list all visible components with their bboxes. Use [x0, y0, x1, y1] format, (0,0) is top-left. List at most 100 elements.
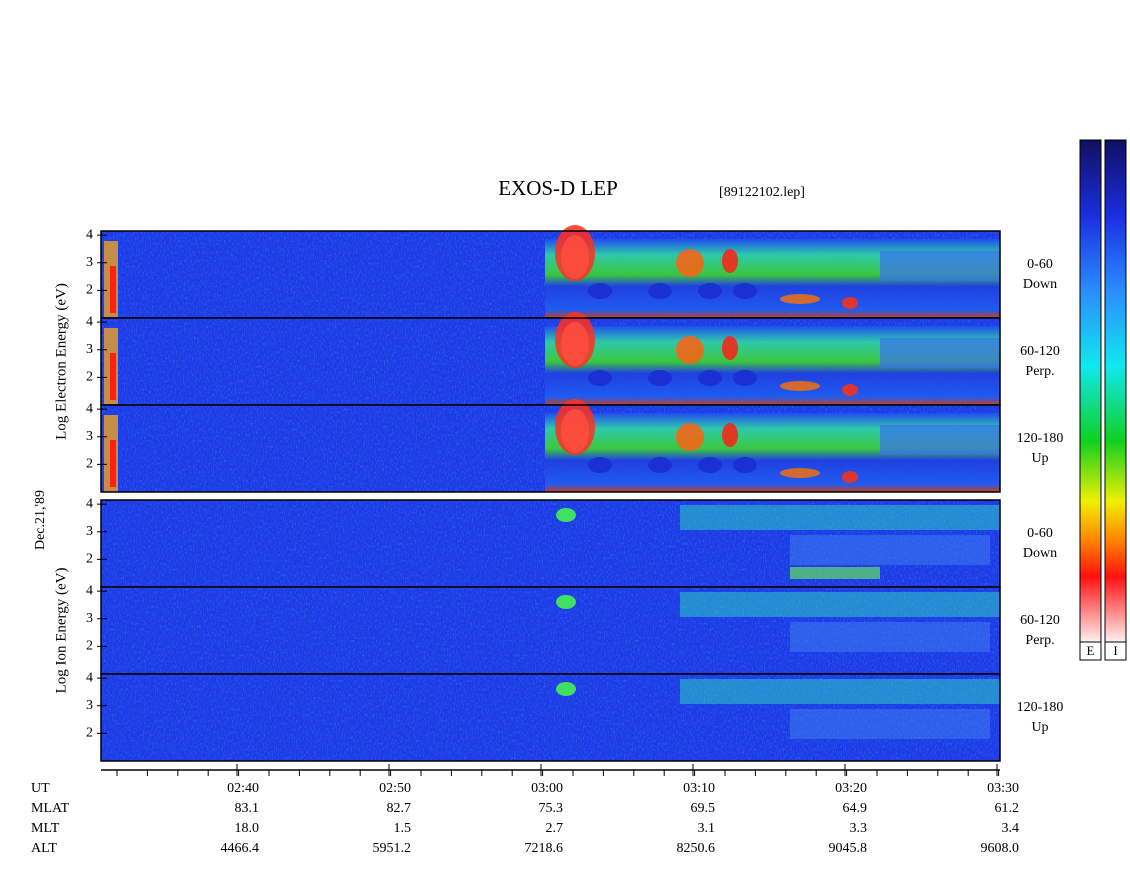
colorbar-label-box	[1079, 641, 1102, 661]
spectrogram-feature	[648, 283, 672, 299]
row-value: 02:50	[379, 781, 411, 796]
channel-label: 0-60	[1027, 526, 1053, 541]
spectrogram-feature	[880, 251, 1000, 281]
row-value: 8250.6	[677, 841, 716, 856]
spectrogram-feature	[555, 312, 595, 368]
y-tick-label: 4	[86, 401, 93, 416]
spectrogram-feature	[842, 471, 858, 483]
spectrogram-feature	[680, 679, 1000, 704]
spectrogram-feature	[555, 225, 595, 281]
spectrogram-feature	[722, 336, 738, 360]
spectrogram-feature	[790, 709, 990, 739]
spectrogram-feature	[780, 294, 820, 304]
row-value: 83.1	[235, 801, 260, 816]
y-tick-label: 3	[86, 611, 93, 626]
row-value: 69.5	[691, 801, 716, 816]
row-value: 7218.6	[525, 841, 564, 856]
spectrogram-feature	[110, 440, 116, 487]
y-tick-label: 2	[86, 457, 93, 472]
row-value: 18.0	[235, 821, 260, 836]
panel-frame	[100, 404, 1001, 493]
spectrogram-feature	[698, 370, 722, 386]
spectrogram-feature	[722, 249, 738, 273]
row-value: 61.2	[995, 801, 1020, 816]
y-tick-label: 4	[86, 670, 93, 685]
spectrogram-feature	[588, 283, 612, 299]
row-value: 4466.4	[221, 841, 260, 856]
spectrogram-feature	[648, 370, 672, 386]
y-axis-label: Log Electron Energy (eV)	[53, 283, 69, 440]
y-axis-label: Log Ion Energy (eV)	[53, 568, 69, 694]
spectrogram-feature	[588, 457, 612, 473]
spectrogram-feature	[880, 338, 1000, 368]
y-tick-label: 2	[86, 639, 93, 654]
spectrogram-feature	[698, 457, 722, 473]
file-label: [89122102.lep]	[719, 185, 805, 200]
spectrogram-feature	[588, 370, 612, 386]
row-value: 9608.0	[981, 841, 1020, 856]
spectrogram-feature	[842, 297, 858, 309]
spectrogram-feature	[110, 266, 116, 313]
y-tick-label: 3	[86, 429, 93, 444]
channel-label: Down	[1023, 546, 1057, 561]
row-value: 1.5	[394, 821, 412, 836]
channel-label: Perp.	[1025, 364, 1054, 379]
spectrogram-feature	[556, 508, 576, 522]
row-value: 3.4	[1002, 821, 1020, 836]
row-value: 2.7	[546, 821, 564, 836]
channel-label: Down	[1023, 277, 1057, 292]
channel-label: 60-120	[1020, 613, 1060, 628]
spectrogram-feature	[676, 336, 704, 364]
date-label: Dec.21,'89	[33, 490, 48, 550]
spectrogram-feature	[648, 457, 672, 473]
row-label: UT	[31, 781, 50, 796]
spectrogram-feature	[680, 505, 1000, 530]
spectrogram-feature	[780, 381, 820, 391]
y-tick-label: 4	[86, 314, 93, 329]
panel-frame	[100, 673, 1001, 762]
channel-label: Up	[1031, 451, 1048, 466]
row-label: ALT	[31, 841, 57, 856]
colorbar-label-box	[1104, 641, 1127, 661]
spectrogram-feature	[790, 535, 990, 565]
y-tick-label: 2	[86, 552, 93, 567]
row-label: MLT	[31, 821, 60, 836]
y-tick-label: 4	[86, 583, 93, 598]
row-value: 03:00	[531, 781, 563, 796]
row-value: 3.1	[698, 821, 716, 836]
y-tick-label: 3	[86, 524, 93, 539]
row-value: 75.3	[539, 801, 564, 816]
row-value: 5951.2	[373, 841, 412, 856]
spectrogram-feature	[733, 370, 757, 386]
y-tick-label: 4	[86, 227, 93, 242]
spectrogram-feature	[676, 423, 704, 451]
spectrogram-feature	[790, 567, 880, 579]
spectrogram-feature	[676, 249, 704, 277]
y-tick-label: 2	[86, 370, 93, 385]
spectrogram-feature	[722, 423, 738, 447]
row-value: 03:10	[683, 781, 715, 796]
spectrogram-feature	[698, 283, 722, 299]
y-tick-label: 3	[86, 255, 93, 270]
spectrogram-feature	[842, 384, 858, 396]
row-value: 3.3	[850, 821, 868, 836]
spectrogram-feature	[680, 592, 1000, 617]
row-value: 03:20	[835, 781, 867, 796]
y-tick-label: 4	[86, 496, 93, 511]
colorbar-label: I	[1113, 643, 1117, 658]
spectrogram-feature	[780, 468, 820, 478]
spectrogram-feature	[555, 399, 595, 455]
spectrogram-feature	[733, 283, 757, 299]
row-label: MLAT	[31, 801, 70, 816]
colorbar	[1104, 139, 1127, 643]
row-value: 64.9	[843, 801, 868, 816]
channel-label: Perp.	[1025, 633, 1054, 648]
colorbar-label: E	[1087, 643, 1095, 658]
channel-label: 120-180	[1017, 431, 1064, 446]
spectrogram-feature	[733, 457, 757, 473]
y-tick-label: 2	[86, 726, 93, 741]
spectrogram-feature	[110, 353, 116, 400]
channel-label: 60-120	[1020, 344, 1060, 359]
colorbar	[1079, 139, 1102, 643]
